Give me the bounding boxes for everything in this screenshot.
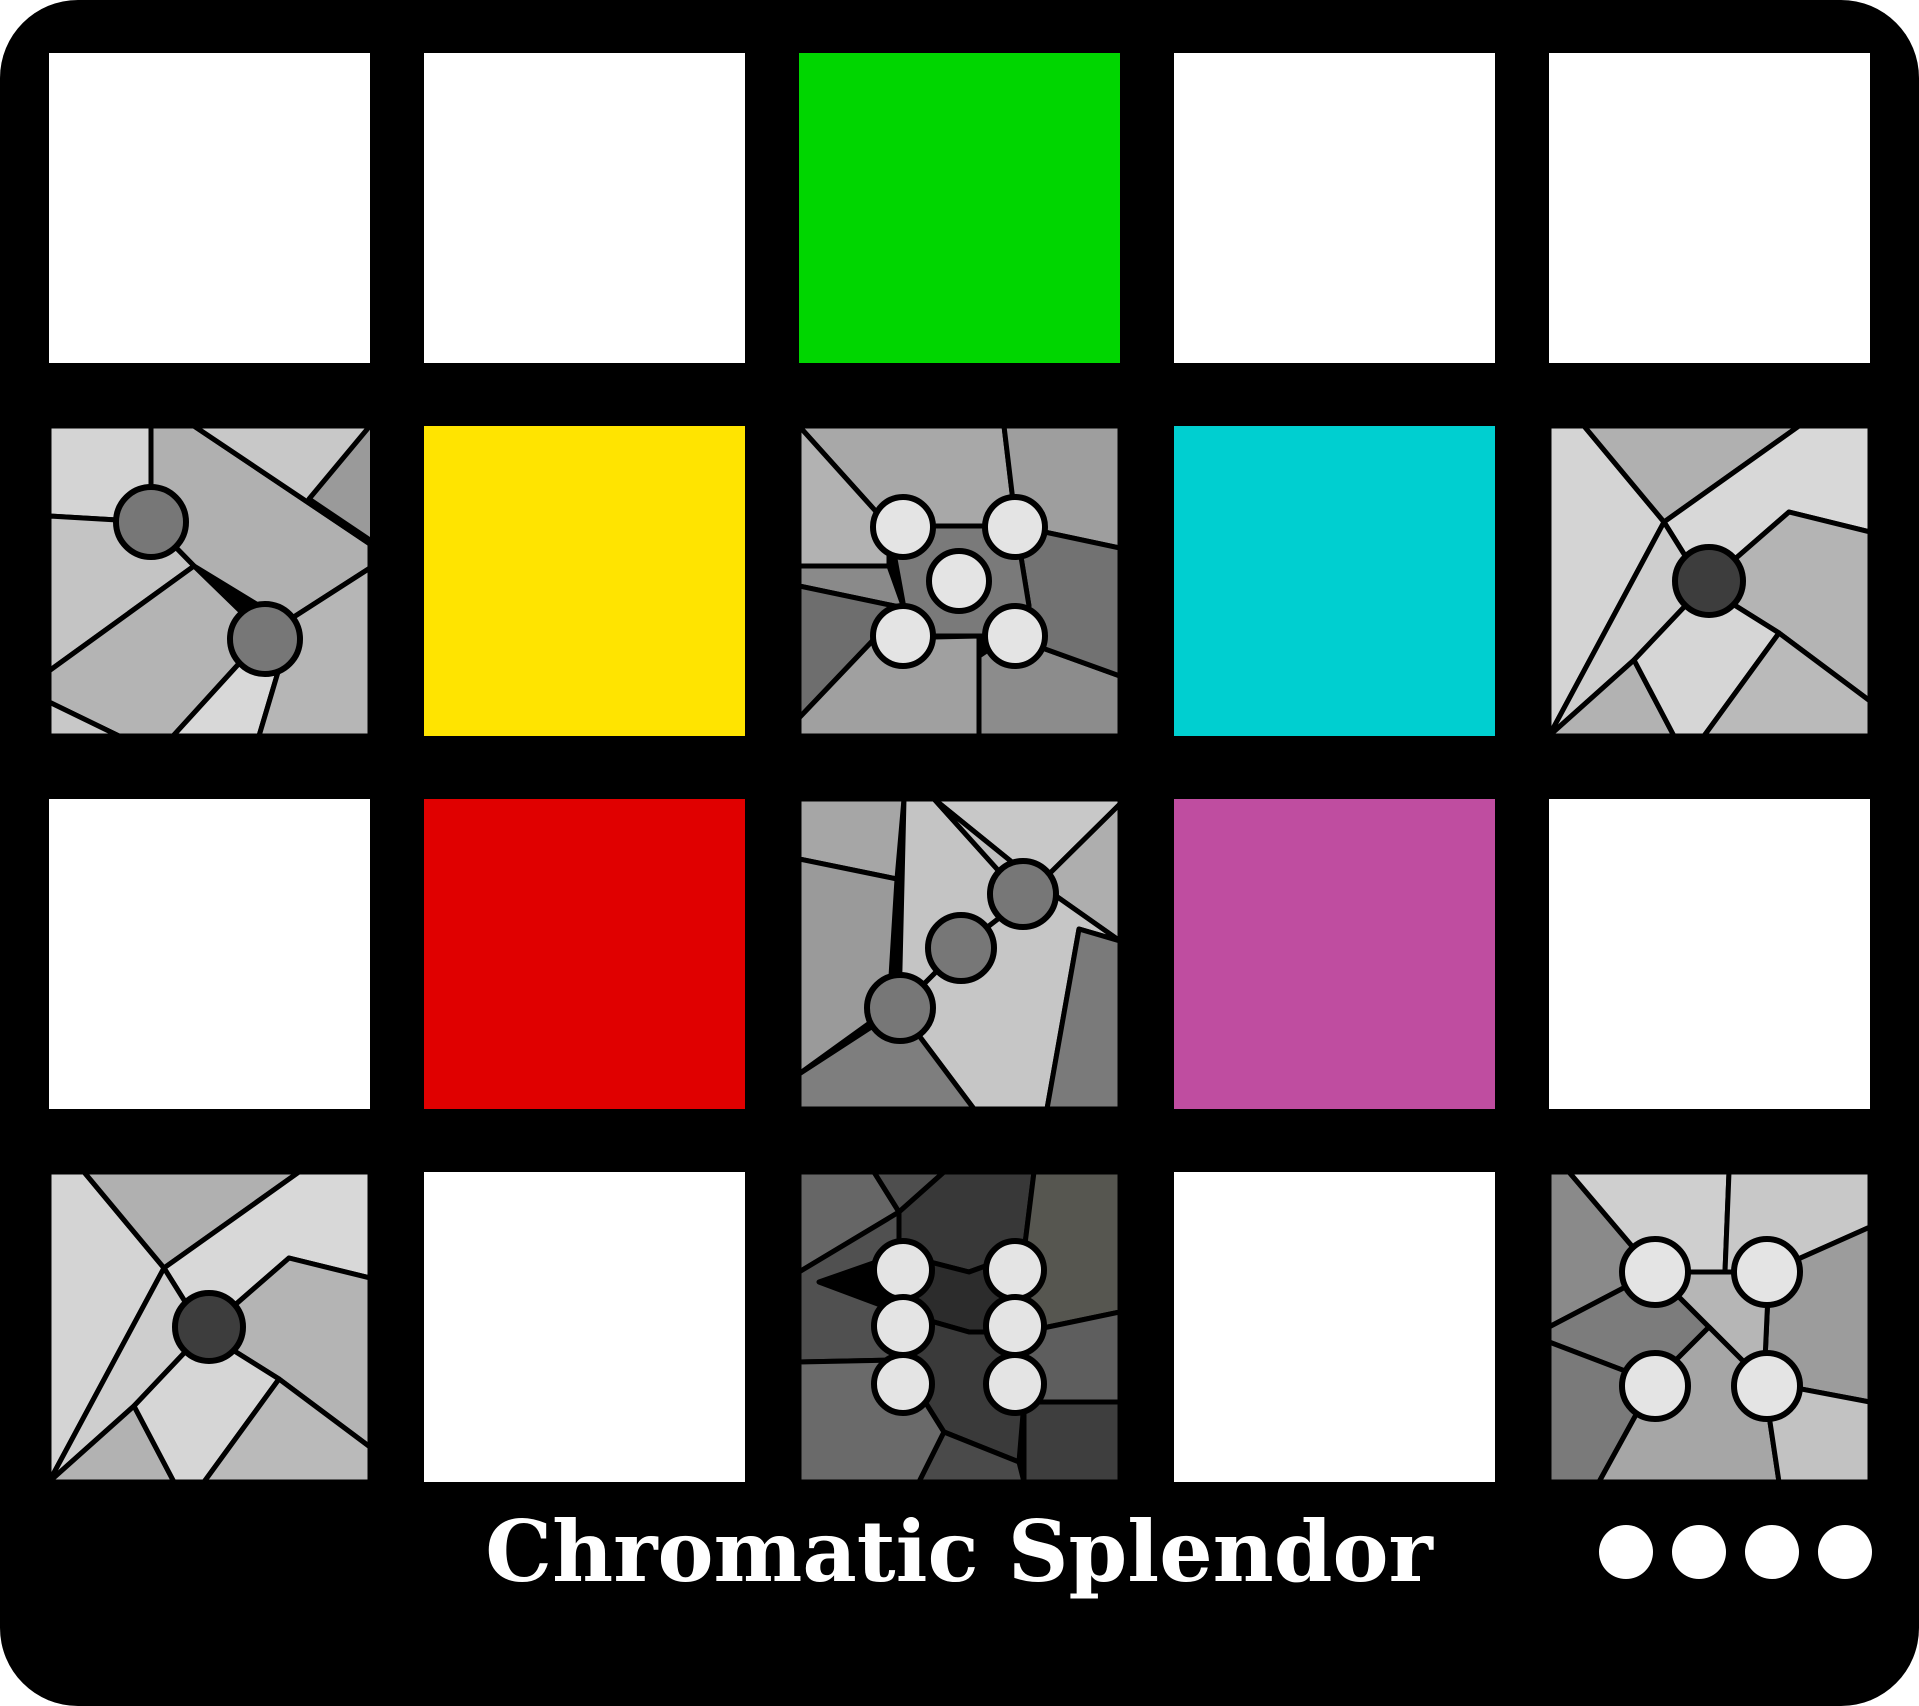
die-three-face (799, 799, 1120, 1109)
pip (1731, 1350, 1803, 1422)
pip (926, 548, 992, 614)
indicator-dot (1745, 1525, 1799, 1579)
die-one-face (49, 1172, 370, 1482)
pip (871, 1352, 935, 1416)
pip (983, 1294, 1047, 1358)
pip (983, 1238, 1047, 1302)
cell-empty[interactable] (1174, 1172, 1495, 1482)
pip (983, 1352, 1047, 1416)
die-two-face (49, 426, 370, 736)
pip (1731, 1236, 1803, 1308)
cell-magenta[interactable] (1174, 799, 1495, 1109)
indicator-dot (1599, 1525, 1653, 1579)
die-one[interactable] (49, 1172, 370, 1482)
die-four[interactable] (1549, 1172, 1870, 1482)
pip (987, 858, 1059, 930)
die-five[interactable] (799, 426, 1120, 736)
die-one-face (1549, 426, 1870, 736)
indicator-dot (1818, 1525, 1872, 1579)
die-five-face (799, 426, 1120, 736)
pip (1619, 1236, 1691, 1308)
cell-empty[interactable] (1174, 53, 1495, 363)
cell-yellow[interactable] (424, 426, 745, 736)
die-four-face (1549, 1172, 1870, 1482)
cell-empty[interactable] (1549, 53, 1870, 363)
cell-empty[interactable] (49, 53, 370, 363)
cell-empty[interactable] (424, 1172, 745, 1482)
pip (113, 484, 189, 560)
die-one[interactable] (1549, 426, 1870, 736)
pip (982, 494, 1048, 560)
cell-empty[interactable] (424, 53, 745, 363)
cell-empty[interactable] (1549, 799, 1870, 1109)
pip (982, 603, 1048, 669)
die-six-face (799, 1172, 1120, 1482)
cell-green[interactable] (799, 53, 1120, 363)
game-title: Chromatic Splendor (485, 1502, 1433, 1601)
pip (864, 972, 936, 1044)
die-two[interactable] (49, 426, 370, 736)
die-three[interactable] (799, 799, 1120, 1109)
die-six[interactable] (799, 1172, 1120, 1482)
cell-red[interactable] (424, 799, 745, 1109)
pip (870, 494, 936, 560)
pip (870, 603, 936, 669)
pip (871, 1238, 935, 1302)
pip (1672, 544, 1746, 618)
cell-empty[interactable] (49, 799, 370, 1109)
pip (227, 601, 303, 677)
pip (871, 1294, 935, 1358)
indicator-dot (1672, 1525, 1726, 1579)
pip (925, 912, 997, 984)
pip (172, 1290, 246, 1364)
cell-cyan[interactable] (1174, 426, 1495, 736)
pip (1619, 1350, 1691, 1422)
